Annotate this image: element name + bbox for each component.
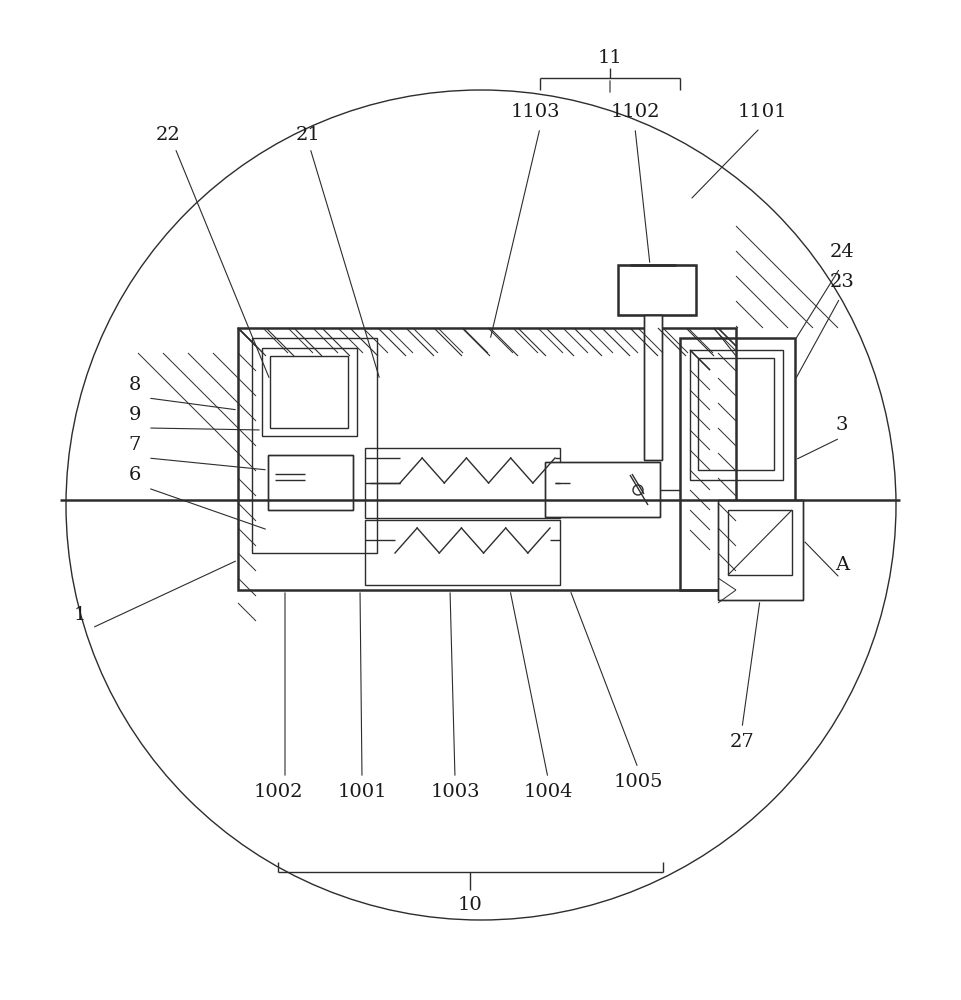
Text: 1003: 1003	[430, 783, 480, 801]
Text: 21: 21	[295, 126, 320, 144]
Text: 11: 11	[597, 49, 622, 67]
Text: 1002: 1002	[253, 783, 303, 801]
Text: 6: 6	[129, 466, 141, 484]
Text: 24: 24	[828, 243, 853, 261]
Bar	[268, 455, 353, 510]
Text: 23: 23	[828, 273, 853, 291]
Bar	[545, 462, 659, 517]
Text: 22: 22	[156, 126, 180, 144]
Bar	[261, 348, 357, 436]
Bar	[237, 328, 735, 590]
Bar	[364, 448, 559, 518]
Text: 7: 7	[129, 436, 141, 454]
Text: 10: 10	[457, 896, 481, 914]
Bar	[698, 358, 774, 470]
Bar	[643, 315, 661, 460]
Bar	[268, 455, 353, 510]
Text: 8: 8	[129, 376, 141, 394]
Bar	[717, 500, 802, 600]
Bar	[270, 356, 348, 428]
Bar	[643, 315, 661, 460]
Bar	[364, 520, 559, 585]
Text: 1: 1	[74, 606, 86, 624]
Bar	[717, 500, 802, 600]
Bar	[252, 338, 377, 553]
Text: 1103: 1103	[509, 103, 559, 121]
Text: 1001: 1001	[337, 783, 386, 801]
Text: 3: 3	[835, 416, 848, 434]
Text: 1102: 1102	[609, 103, 659, 121]
Bar	[689, 350, 782, 480]
Bar	[617, 265, 695, 315]
Text: 1005: 1005	[612, 773, 662, 791]
Text: 9: 9	[129, 406, 141, 424]
Text: 1004: 1004	[523, 783, 572, 801]
Bar	[545, 462, 659, 517]
Text: A: A	[834, 556, 849, 574]
Text: 1101: 1101	[736, 103, 786, 121]
Bar	[679, 338, 794, 590]
Text: 27: 27	[728, 733, 753, 751]
Bar	[727, 510, 791, 575]
